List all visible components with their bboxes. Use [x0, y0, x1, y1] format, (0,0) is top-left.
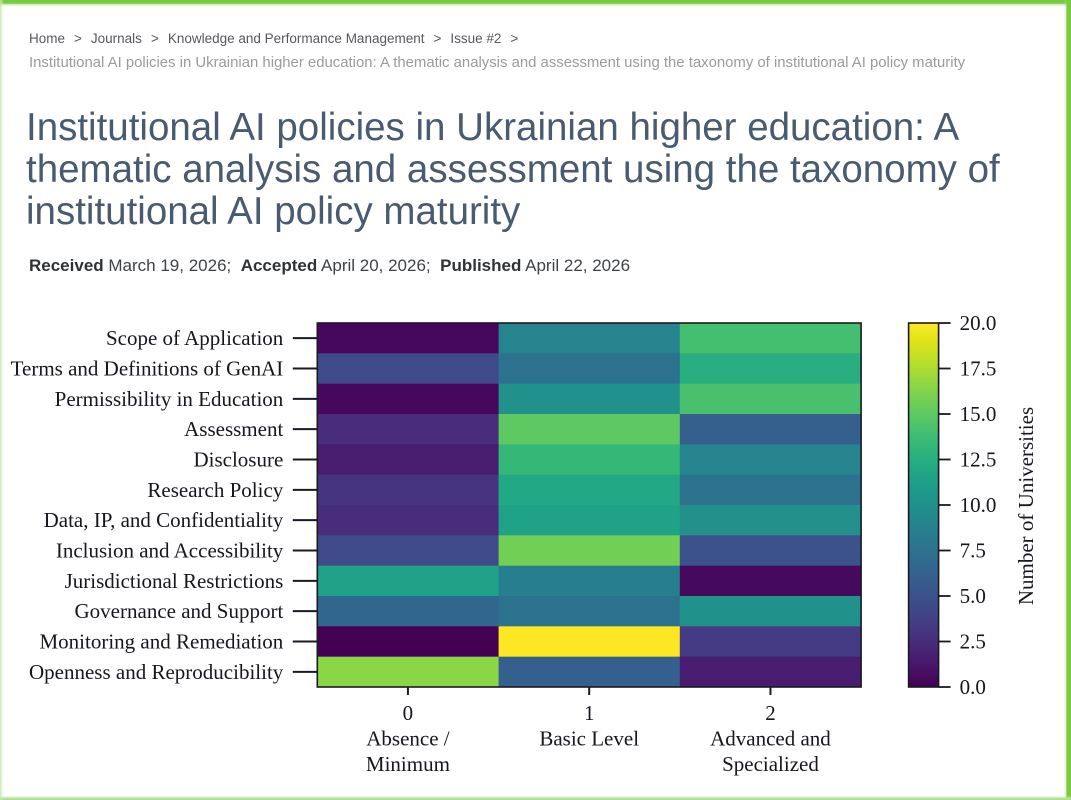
- svg-text:5.0: 5.0: [960, 584, 986, 608]
- svg-text:Scope of Application: Scope of Application: [106, 326, 284, 350]
- svg-text:Specialized: Specialized: [722, 752, 819, 776]
- svg-text:Openness and Reproducibility: Openness and Reproducibility: [29, 660, 284, 684]
- svg-text:Basic Level: Basic Level: [539, 726, 639, 750]
- svg-text:10.0: 10.0: [960, 493, 997, 517]
- svg-text:Jurisdictional Restrictions: Jurisdictional Restrictions: [65, 569, 284, 593]
- svg-text:Number of Universities: Number of Universities: [1014, 407, 1038, 605]
- svg-text:7.5: 7.5: [960, 539, 986, 563]
- svg-text:0: 0: [403, 701, 414, 725]
- svg-text:Data, IP, and Confidentiality: Data, IP, and Confidentiality: [44, 508, 284, 532]
- svg-text:2.5: 2.5: [960, 630, 986, 654]
- svg-text:15.0: 15.0: [960, 402, 997, 426]
- svg-text:Monitoring and Remediation: Monitoring and Remediation: [40, 630, 284, 654]
- svg-text:Governance and Support: Governance and Support: [75, 599, 284, 623]
- svg-text:Absence /: Absence /: [366, 726, 450, 750]
- svg-text:Minimum: Minimum: [366, 752, 450, 776]
- svg-text:20.0: 20.0: [960, 311, 997, 335]
- svg-text:1: 1: [584, 701, 595, 725]
- svg-text:Inclusion and Accessibility: Inclusion and Accessibility: [56, 539, 284, 563]
- svg-text:Disclosure: Disclosure: [193, 448, 283, 472]
- svg-text:Permissibility in Education: Permissibility in Education: [55, 387, 284, 411]
- svg-text:2: 2: [765, 701, 776, 725]
- svg-text:17.5: 17.5: [960, 357, 997, 381]
- svg-text:12.5: 12.5: [960, 448, 997, 472]
- svg-text:0.0: 0.0: [960, 675, 986, 699]
- svg-text:Assessment: Assessment: [184, 417, 283, 441]
- svg-text:Terms and Definitions of GenAI: Terms and Definitions of GenAI: [11, 357, 284, 381]
- svg-text:Research Policy: Research Policy: [147, 478, 283, 502]
- svg-text:Advanced and: Advanced and: [710, 726, 831, 750]
